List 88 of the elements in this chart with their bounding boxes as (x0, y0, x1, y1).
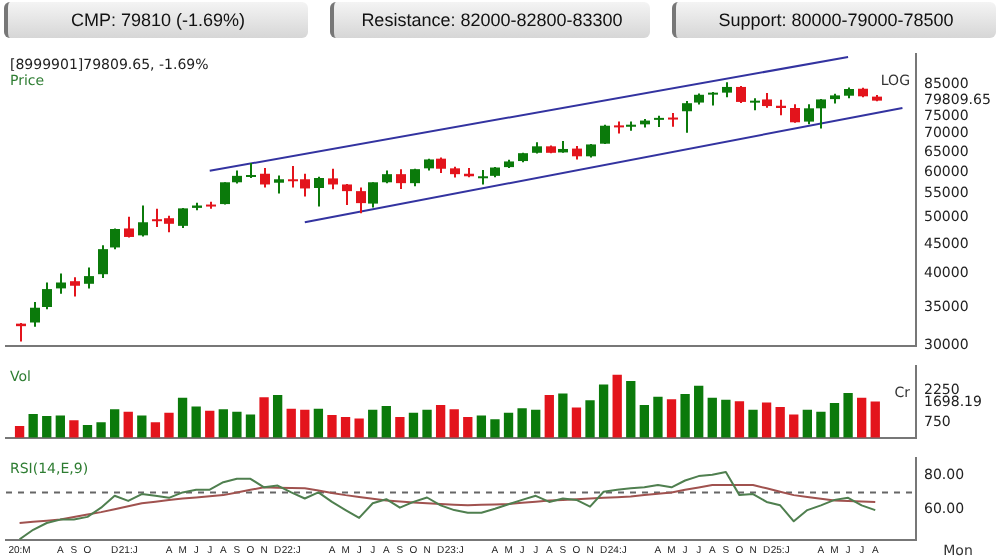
bar (55, 415, 65, 438)
bar (327, 414, 337, 438)
bar (300, 409, 310, 438)
bar (42, 416, 52, 438)
bar (490, 419, 500, 438)
text: Support: 80000-79000-78500 (672, 2, 996, 38)
candlestick (220, 181, 230, 206)
bar (653, 396, 663, 438)
candlestick (138, 204, 148, 238)
bar (734, 401, 745, 438)
bar (313, 408, 324, 438)
bar (408, 412, 419, 438)
bar (232, 411, 242, 438)
bar (829, 402, 840, 438)
bar (272, 395, 283, 438)
bar (164, 412, 174, 438)
bar (191, 406, 201, 438)
bar (789, 414, 799, 438)
candlestick (356, 186, 366, 215)
bar (381, 406, 391, 438)
bar (503, 412, 514, 438)
bar (680, 394, 690, 438)
bar (612, 374, 622, 438)
bar (286, 408, 296, 438)
bar (857, 397, 867, 438)
candlestick (56, 272, 66, 295)
candlestick (98, 244, 108, 279)
bar (517, 408, 527, 438)
bar (585, 400, 595, 438)
bar (531, 409, 541, 438)
candlestick (110, 227, 120, 251)
candlestick (42, 281, 52, 311)
candlestick (396, 168, 406, 190)
bar (177, 397, 188, 438)
bar (626, 380, 636, 438)
bar (598, 384, 609, 438)
candlestick (682, 99, 692, 134)
bar (368, 409, 378, 438)
candlestick (70, 276, 80, 298)
bar (395, 417, 405, 438)
bar (82, 424, 93, 438)
candlestick (816, 98, 826, 130)
bar (843, 392, 853, 438)
bar (69, 420, 79, 438)
candlestick (368, 181, 378, 209)
bar (435, 405, 446, 438)
bar (721, 399, 731, 438)
bar (150, 422, 161, 438)
candlestick (84, 266, 94, 290)
bar (245, 414, 256, 438)
bar (137, 415, 147, 438)
bar (775, 407, 785, 438)
bar (449, 409, 459, 438)
bar (694, 385, 704, 438)
bar (761, 402, 772, 438)
candlestick (260, 166, 270, 189)
bar (558, 393, 568, 438)
candlestick (314, 175, 324, 208)
candlestick (124, 215, 134, 239)
bar (205, 410, 215, 438)
bar (571, 407, 582, 438)
bar (354, 418, 364, 438)
bar (802, 409, 812, 438)
bar (340, 417, 351, 438)
candlestick (328, 167, 338, 191)
bar (639, 405, 650, 438)
bar (28, 413, 38, 438)
candlestick (342, 183, 352, 207)
candlestick (804, 103, 814, 126)
text: Resistance: 82000-82800-83300 (330, 2, 650, 38)
bar (463, 417, 473, 438)
bar (123, 411, 133, 438)
bar (14, 425, 25, 438)
bar (870, 401, 880, 438)
bar (748, 409, 758, 438)
bar (707, 397, 717, 438)
bar (816, 411, 826, 438)
bar (544, 395, 554, 438)
text: CMP: 79810 (-1.69%) (4, 2, 308, 38)
bar (218, 409, 228, 438)
candlestick (790, 103, 800, 124)
bar (476, 415, 487, 438)
bar (96, 422, 106, 438)
candlestick (30, 301, 40, 328)
bar (422, 409, 432, 438)
bar (259, 397, 269, 438)
bar (666, 399, 677, 438)
bar (110, 409, 120, 438)
